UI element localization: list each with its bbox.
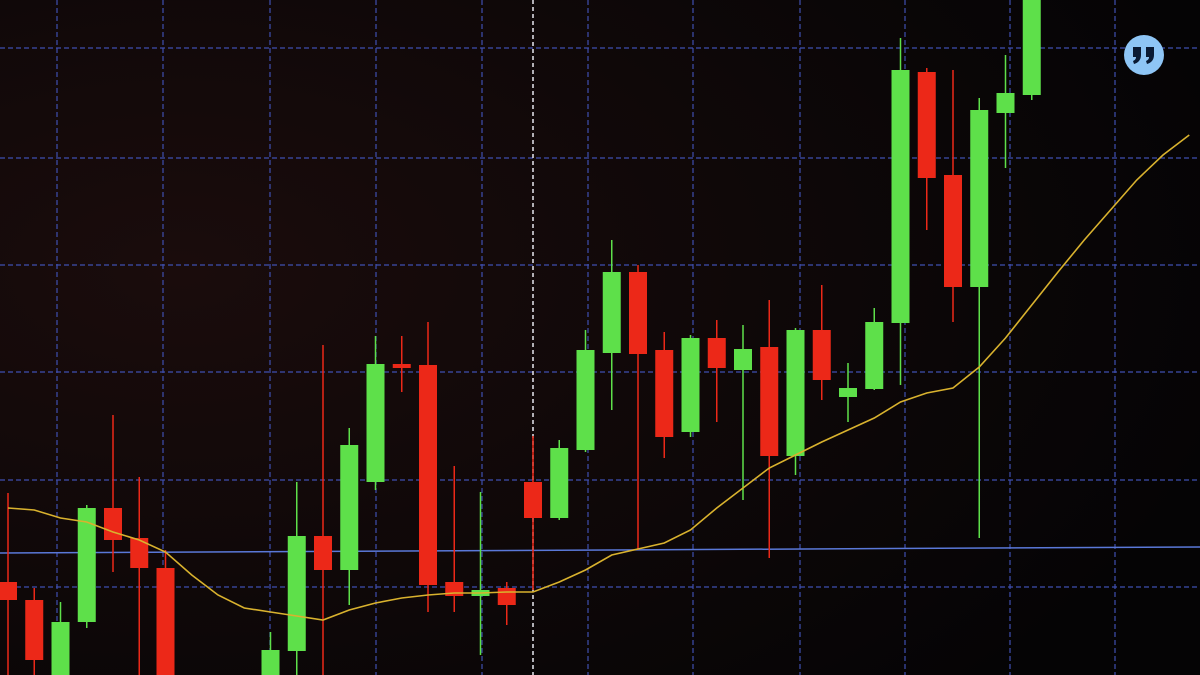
candle-body [340,445,359,570]
moving-average [7,134,1190,621]
candle-body [655,350,674,437]
candle-body [970,110,989,287]
candle-body [602,272,621,353]
candle-body [314,536,332,570]
candle-body [130,538,149,568]
candle-body [419,365,437,585]
candle-body [944,175,962,287]
candle-body [917,72,936,178]
candle-body [865,322,884,389]
candle-body [77,508,96,622]
candle-body [156,568,175,675]
candle-body [760,347,779,456]
candle-body [51,622,70,675]
candle-body [707,338,726,368]
candle-body [0,582,17,600]
quote-icon[interactable] [1124,35,1164,75]
candle-body [550,448,569,518]
candle-body [261,650,280,675]
candle-body [392,364,411,368]
candle-body [576,350,595,450]
candle-body [812,330,831,380]
candle-body [366,364,385,482]
candle-body [287,536,306,651]
candle-body [786,330,805,456]
candle-body [1022,0,1041,95]
candle-body [734,349,752,370]
candle-body [839,388,857,397]
candle-body [629,272,647,354]
candle-body [497,588,516,605]
candle-body [25,600,44,660]
candle-body [996,93,1015,113]
level-line [0,546,1200,554]
candle-body [524,482,542,518]
candle-body [891,70,910,323]
candle-body [104,508,122,540]
candle-body [681,338,700,432]
